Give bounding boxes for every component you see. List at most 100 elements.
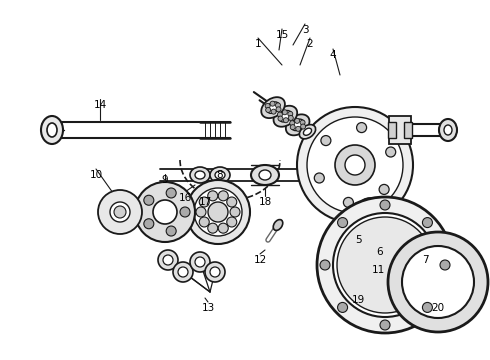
Circle shape: [317, 197, 453, 333]
Text: 20: 20: [431, 303, 444, 313]
Circle shape: [275, 103, 280, 108]
Ellipse shape: [299, 125, 316, 139]
Ellipse shape: [251, 165, 279, 185]
Text: 19: 19: [351, 295, 365, 305]
Circle shape: [335, 145, 375, 185]
Text: 6: 6: [377, 247, 383, 257]
Ellipse shape: [41, 116, 63, 144]
Ellipse shape: [439, 119, 457, 141]
Circle shape: [388, 232, 488, 332]
Ellipse shape: [195, 171, 205, 179]
Circle shape: [110, 202, 130, 222]
Bar: [404, 122, 412, 138]
Circle shape: [208, 191, 218, 201]
Circle shape: [337, 217, 433, 313]
Circle shape: [227, 217, 237, 227]
Circle shape: [195, 257, 205, 267]
Circle shape: [380, 320, 390, 330]
Circle shape: [422, 217, 433, 228]
Circle shape: [283, 118, 289, 123]
Circle shape: [158, 250, 178, 270]
Circle shape: [178, 267, 188, 277]
Circle shape: [380, 200, 390, 210]
Circle shape: [290, 125, 295, 130]
Ellipse shape: [190, 167, 210, 183]
Text: 13: 13: [201, 303, 215, 313]
Circle shape: [321, 136, 331, 145]
Circle shape: [357, 122, 367, 132]
Circle shape: [144, 219, 154, 229]
Circle shape: [379, 184, 389, 194]
Ellipse shape: [47, 123, 57, 137]
Bar: [389, 116, 411, 144]
Circle shape: [190, 252, 210, 272]
Circle shape: [422, 302, 433, 312]
Text: 16: 16: [178, 193, 192, 203]
Text: 9: 9: [162, 175, 168, 185]
Circle shape: [300, 120, 305, 125]
Ellipse shape: [365, 202, 375, 208]
Circle shape: [314, 173, 324, 183]
Ellipse shape: [360, 198, 380, 212]
Ellipse shape: [215, 171, 225, 179]
Text: 2: 2: [307, 39, 313, 49]
Circle shape: [230, 207, 240, 217]
Ellipse shape: [291, 119, 304, 131]
Text: 15: 15: [275, 30, 289, 40]
Circle shape: [218, 191, 228, 201]
Circle shape: [173, 262, 193, 282]
Ellipse shape: [210, 167, 230, 183]
Circle shape: [135, 182, 195, 242]
Ellipse shape: [420, 226, 434, 236]
Text: 4: 4: [330, 50, 336, 60]
Ellipse shape: [286, 114, 310, 135]
Circle shape: [333, 213, 437, 317]
Circle shape: [307, 117, 403, 213]
Circle shape: [196, 207, 206, 217]
Bar: [388, 122, 396, 138]
Circle shape: [166, 188, 176, 198]
Text: 10: 10: [90, 170, 102, 180]
Ellipse shape: [303, 128, 312, 135]
Circle shape: [180, 207, 190, 217]
Circle shape: [186, 180, 250, 244]
Circle shape: [166, 226, 176, 236]
Ellipse shape: [279, 111, 292, 122]
Circle shape: [295, 126, 301, 131]
Text: 5: 5: [355, 235, 361, 245]
Circle shape: [205, 262, 225, 282]
Circle shape: [345, 155, 365, 175]
Circle shape: [218, 223, 228, 233]
Circle shape: [338, 302, 347, 312]
Text: 12: 12: [253, 255, 267, 265]
Circle shape: [271, 109, 276, 114]
Circle shape: [98, 190, 142, 234]
Text: 3: 3: [302, 25, 308, 35]
Circle shape: [288, 112, 293, 116]
Circle shape: [300, 124, 306, 129]
Circle shape: [277, 112, 282, 117]
Ellipse shape: [376, 234, 394, 250]
Circle shape: [290, 121, 294, 126]
Circle shape: [282, 110, 287, 115]
Circle shape: [320, 260, 330, 270]
Circle shape: [278, 116, 283, 121]
Circle shape: [114, 206, 126, 218]
Circle shape: [276, 107, 281, 112]
Ellipse shape: [267, 102, 279, 113]
Circle shape: [440, 260, 450, 270]
Circle shape: [386, 147, 396, 157]
Circle shape: [265, 103, 270, 108]
Circle shape: [294, 118, 300, 123]
Ellipse shape: [259, 170, 271, 180]
Text: 14: 14: [94, 100, 107, 110]
Circle shape: [153, 200, 177, 224]
Circle shape: [297, 107, 413, 223]
Circle shape: [199, 217, 209, 227]
Circle shape: [227, 197, 237, 207]
Circle shape: [338, 217, 347, 228]
Ellipse shape: [261, 97, 285, 118]
Ellipse shape: [381, 209, 399, 221]
Circle shape: [208, 223, 218, 233]
Circle shape: [199, 197, 209, 207]
